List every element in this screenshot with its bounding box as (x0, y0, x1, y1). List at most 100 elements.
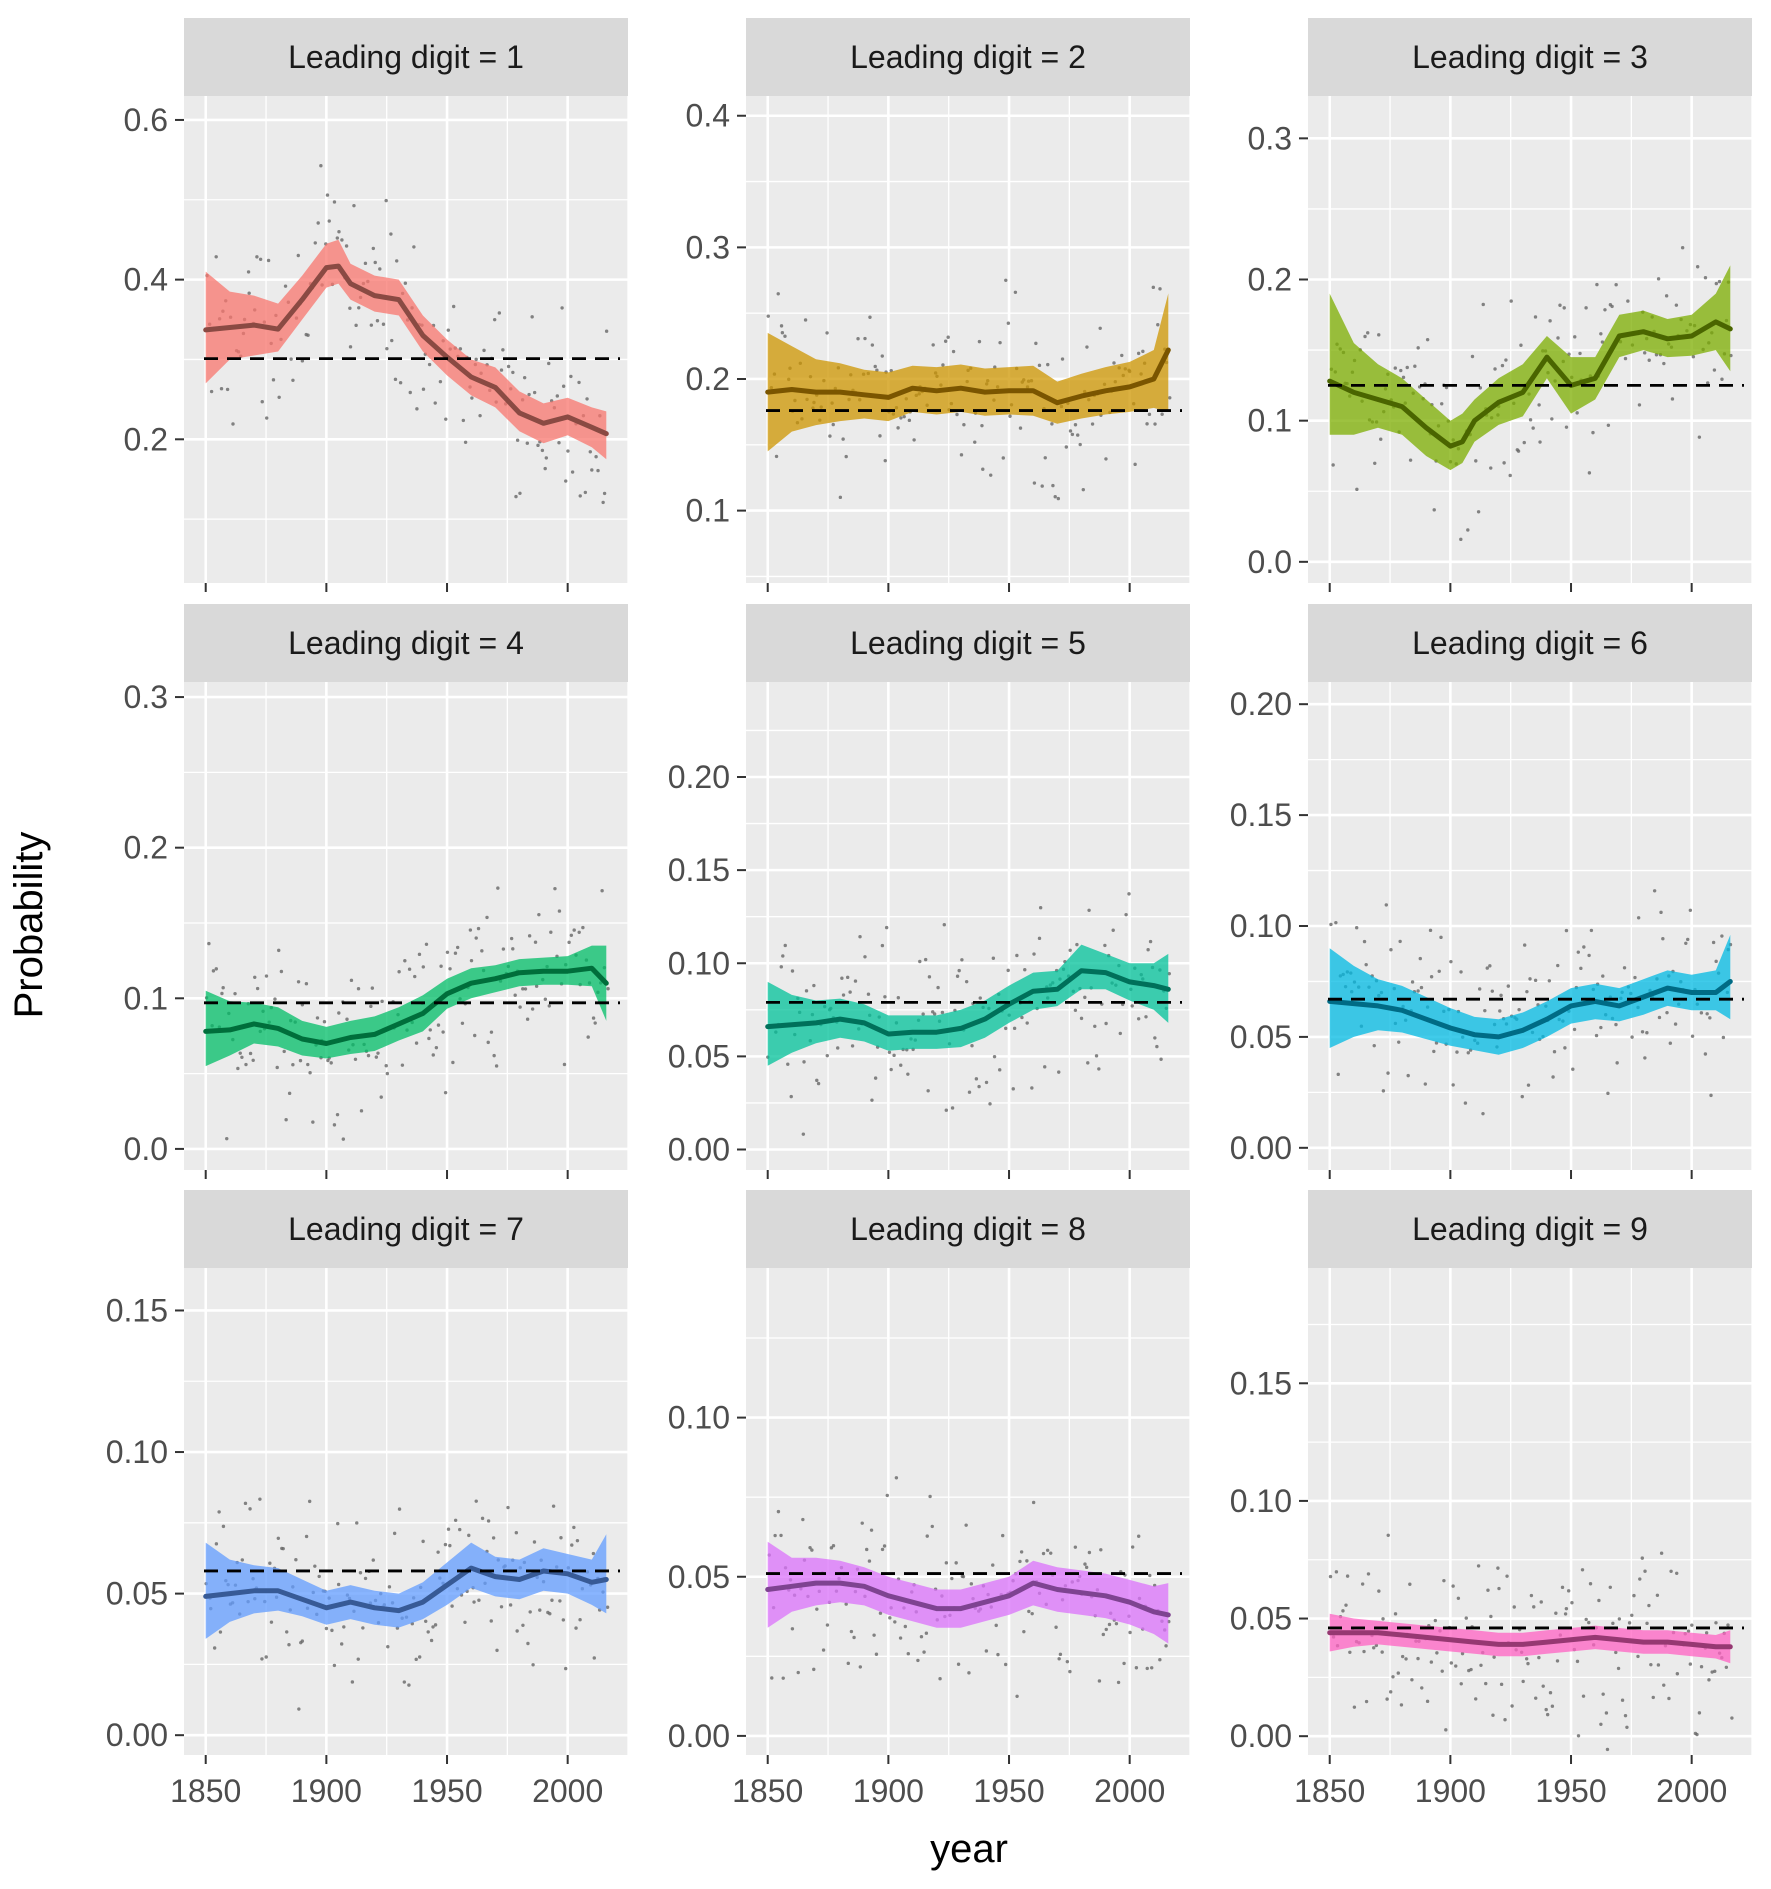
data-point (1547, 979, 1552, 983)
data-point (951, 349, 956, 354)
data-point (1492, 1655, 1496, 1659)
data-point (1410, 1678, 1414, 1682)
data-point (1398, 939, 1402, 944)
y-tick-label: 0.10 (668, 945, 730, 981)
data-point (480, 949, 484, 953)
data-point (1022, 1629, 1026, 1634)
data-point (1466, 528, 1470, 532)
data-point (1085, 345, 1089, 349)
data-point (1504, 358, 1508, 362)
data-point (1416, 346, 1420, 350)
data-point (964, 1523, 968, 1527)
data-point (989, 473, 993, 477)
data-point (838, 495, 843, 500)
x-tick-label: 1950 (1535, 1773, 1606, 1809)
data-point (518, 491, 522, 495)
data-point (532, 1540, 537, 1544)
data-point (356, 987, 361, 991)
data-point (1620, 1698, 1625, 1702)
data-point (810, 1548, 814, 1552)
data-point (955, 974, 960, 978)
data-point (825, 1053, 829, 1058)
data-point (1690, 1034, 1695, 1038)
facet-strip (1308, 604, 1752, 682)
data-point (375, 319, 380, 323)
data-point (1366, 1572, 1371, 1576)
data-point (427, 362, 432, 367)
data-point (277, 948, 281, 953)
data-point (1020, 1015, 1024, 1020)
data-point (1548, 319, 1552, 323)
data-point (1451, 1584, 1455, 1588)
data-point (379, 1095, 383, 1099)
data-point (1476, 510, 1481, 514)
data-point (786, 1062, 790, 1066)
data-point (1589, 928, 1594, 933)
data-point (844, 1602, 848, 1606)
data-point (988, 1102, 992, 1106)
data-point (371, 246, 376, 251)
data-point (525, 441, 530, 445)
data-point (776, 1509, 781, 1514)
data-point (1432, 508, 1436, 512)
data-point (1564, 1606, 1569, 1611)
data-point (296, 253, 300, 258)
data-point (1571, 1067, 1575, 1071)
facet-3: Leading digit = 3 0.0 0.1 0.2 0.3 (1248, 18, 1753, 592)
panel-content (1327, 1533, 1744, 1752)
data-point (1556, 336, 1560, 340)
data-point (1587, 953, 1591, 958)
data-point (1717, 279, 1722, 284)
data-point (1699, 1664, 1704, 1669)
data-point (1025, 1021, 1029, 1025)
data-point (1364, 962, 1368, 967)
data-point (381, 322, 386, 326)
data-point (1389, 1690, 1393, 1694)
data-point (882, 1544, 887, 1548)
data-point (841, 993, 846, 997)
data-point (243, 1501, 248, 1506)
data-point (1599, 332, 1603, 336)
data-point (1614, 283, 1618, 287)
data-point (1460, 1651, 1465, 1656)
data-point (268, 1561, 272, 1565)
data-point (1708, 1016, 1712, 1020)
data-point (1601, 1692, 1605, 1696)
data-point (1416, 1656, 1420, 1661)
data-point (889, 1067, 893, 1072)
data-point (287, 1643, 291, 1647)
y-tick-label: 0.20 (1230, 686, 1292, 722)
data-point (1068, 429, 1073, 433)
x-tick-label: 1850 (1294, 1773, 1365, 1809)
data-point (451, 304, 456, 309)
data-point (931, 343, 935, 347)
data-point (374, 1055, 379, 1059)
data-point (1348, 1650, 1352, 1654)
data-point (1004, 278, 1008, 282)
data-point (296, 980, 301, 984)
data-point (581, 925, 585, 930)
data-point (1626, 299, 1630, 303)
data-point (1104, 457, 1108, 461)
data-point (860, 1521, 864, 1525)
data-point (874, 1652, 879, 1656)
data-point (1386, 1071, 1390, 1075)
data-point (414, 1041, 419, 1045)
data-point (436, 1023, 441, 1027)
data-point (559, 1536, 563, 1540)
data-point (577, 930, 581, 935)
data-point (779, 1533, 783, 1538)
data-point (1662, 1683, 1666, 1687)
data-point (561, 1618, 566, 1622)
y-tick-label: 0.05 (1230, 1601, 1292, 1637)
data-point (1444, 1728, 1448, 1732)
data-point (521, 987, 525, 991)
data-point (1429, 975, 1434, 979)
smooth-line (203, 1565, 609, 1614)
data-point (1524, 1657, 1529, 1661)
data-point (846, 1661, 850, 1666)
data-point (796, 1670, 800, 1675)
data-point (1564, 928, 1569, 933)
data-point (1633, 975, 1637, 980)
panel-background (746, 682, 1190, 1170)
